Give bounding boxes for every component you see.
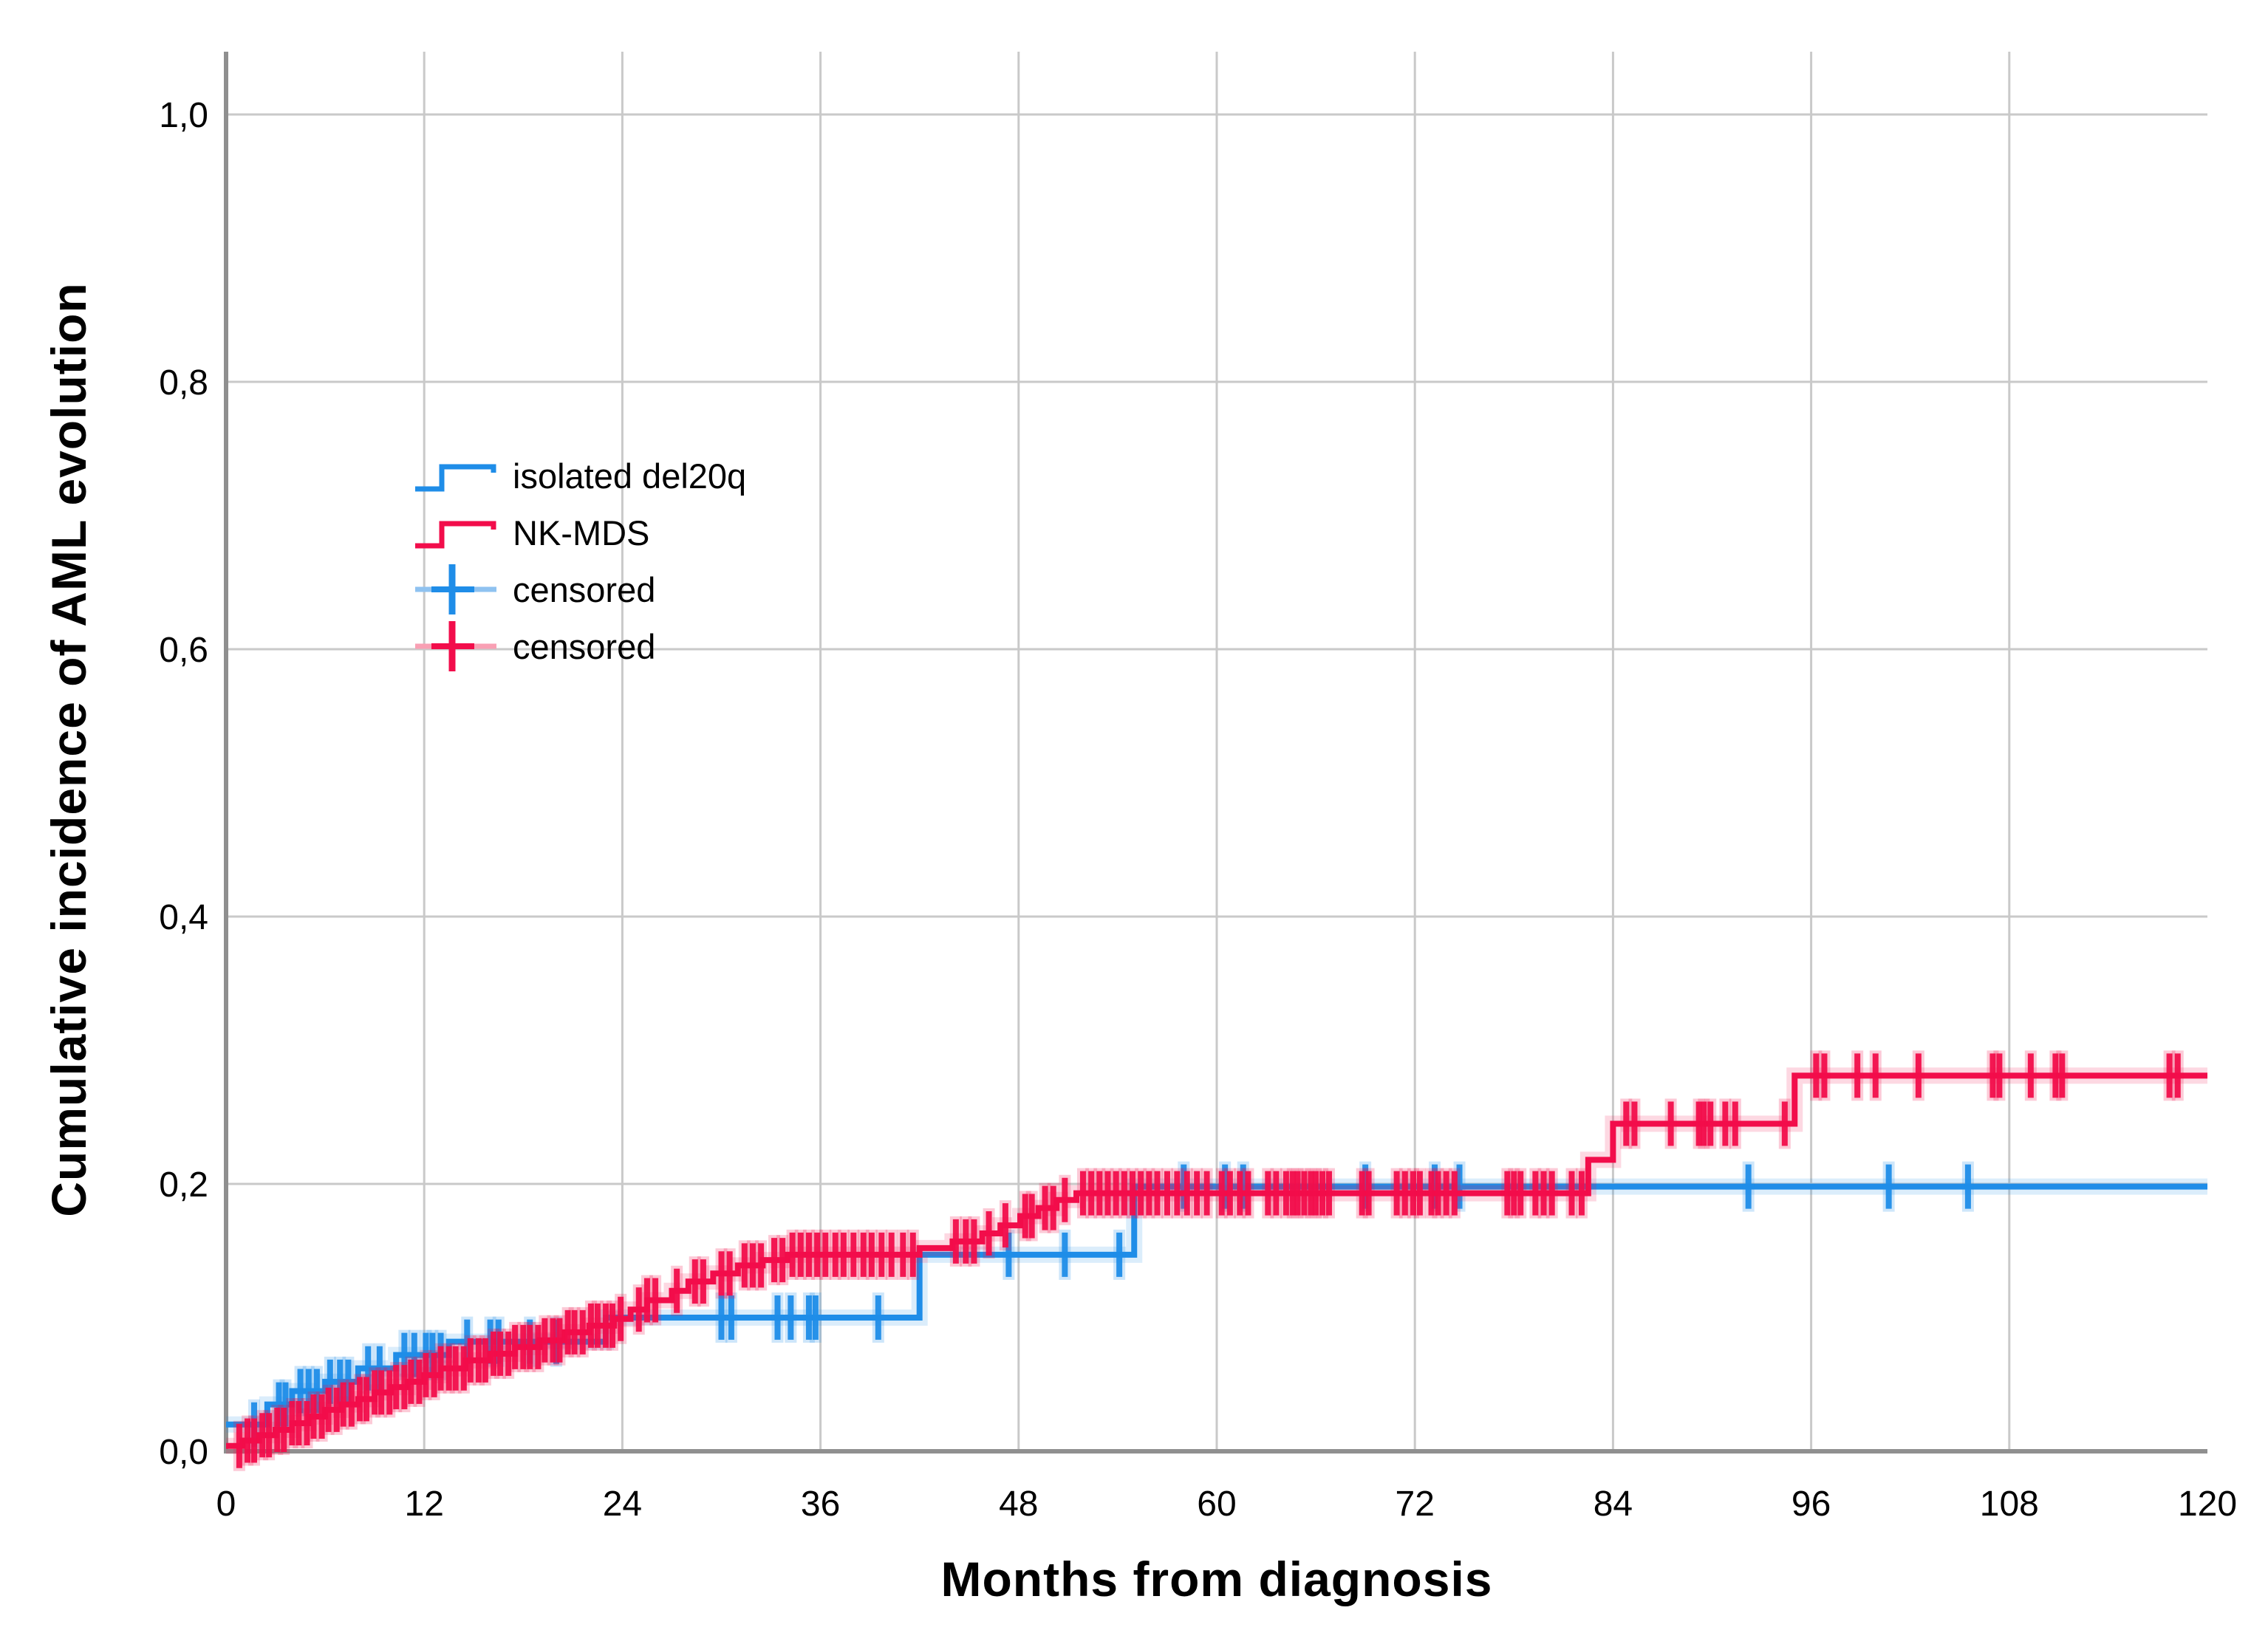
legend-label: censored bbox=[513, 627, 656, 666]
legend-item-nk-mds: NK-MDS bbox=[414, 504, 746, 561]
svg-text:0: 0 bbox=[216, 1485, 236, 1524]
svg-text:120: 120 bbox=[2178, 1485, 2237, 1524]
svg-text:0,6: 0,6 bbox=[159, 631, 208, 670]
legend-label: NK-MDS bbox=[513, 513, 650, 552]
svg-text:72: 72 bbox=[1396, 1485, 1435, 1524]
svg-text:0,2: 0,2 bbox=[159, 1165, 208, 1205]
svg-text:24: 24 bbox=[603, 1485, 642, 1524]
legend-item-isolated-del20q: isolated del20q bbox=[414, 448, 746, 504]
legend-label: isolated del20q bbox=[513, 456, 747, 496]
svg-text:108: 108 bbox=[1980, 1485, 2039, 1524]
svg-text:0,8: 0,8 bbox=[159, 363, 208, 403]
plus-censor-icon bbox=[415, 621, 496, 671]
svg-text:36: 36 bbox=[801, 1485, 840, 1524]
step-line-icon bbox=[415, 521, 496, 549]
x-axis-title: Months from diagnosis bbox=[940, 1552, 1493, 1606]
y-axis-title: Cumulative incidence of AML evolution bbox=[41, 282, 96, 1217]
legend-item-censored-nk-mds: censored bbox=[414, 618, 746, 675]
svg-text:0,0: 0,0 bbox=[159, 1433, 208, 1472]
plus-censor-icon bbox=[415, 564, 496, 614]
legend-label: censored bbox=[513, 570, 656, 609]
step-line-icon bbox=[415, 464, 496, 492]
svg-text:1,0: 1,0 bbox=[159, 96, 208, 135]
legend-item-censored-del20q: censored bbox=[414, 561, 746, 618]
svg-text:96: 96 bbox=[1791, 1485, 1831, 1524]
svg-text:84: 84 bbox=[1594, 1485, 1633, 1524]
svg-text:60: 60 bbox=[1197, 1485, 1236, 1524]
legend: isolated del20q NK-MDS censored censored bbox=[414, 448, 746, 675]
svg-text:48: 48 bbox=[999, 1485, 1038, 1524]
svg-text:12: 12 bbox=[405, 1485, 444, 1524]
svg-text:0,4: 0,4 bbox=[159, 898, 208, 937]
